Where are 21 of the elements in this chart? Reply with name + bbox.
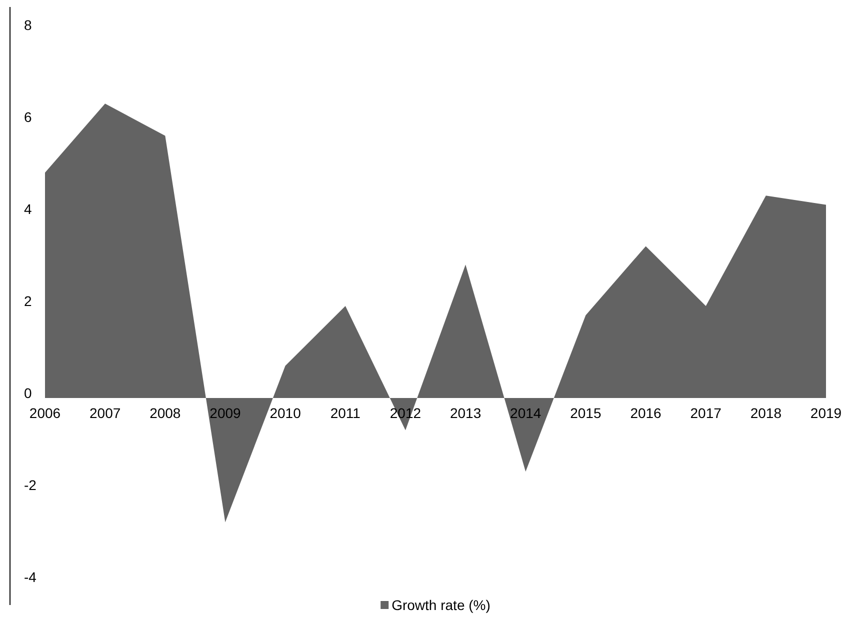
x-tick-label: 2007 bbox=[90, 404, 121, 421]
x-tick-label: 2016 bbox=[630, 404, 662, 421]
x-tick-label: 2013 bbox=[450, 404, 482, 421]
y-tick-label: -4 bbox=[24, 569, 37, 585]
y-tick-label: -2 bbox=[24, 477, 37, 493]
y-tick-label: 6 bbox=[24, 109, 32, 125]
x-tick-label: 2017 bbox=[690, 404, 722, 421]
x-tick-label: 2009 bbox=[210, 404, 242, 421]
y-tick-label: 2 bbox=[24, 293, 32, 309]
x-tick-label: 2006 bbox=[29, 404, 61, 421]
y-tick-label: 4 bbox=[24, 201, 32, 217]
x-tick-label: 2011 bbox=[330, 404, 361, 421]
legend-label: Growth rate (%) bbox=[392, 597, 490, 613]
x-tick-label: 2010 bbox=[270, 404, 302, 421]
x-tick-label: 2008 bbox=[150, 404, 181, 421]
x-tick-label: 2018 bbox=[750, 404, 782, 421]
x-tick-label: 2014 bbox=[510, 404, 542, 421]
x-tick-label: 2019 bbox=[810, 404, 842, 421]
y-tick-label: 0 bbox=[24, 385, 32, 401]
y-tick-label: 8 bbox=[24, 17, 32, 33]
x-tick-label: 2015 bbox=[570, 404, 602, 421]
